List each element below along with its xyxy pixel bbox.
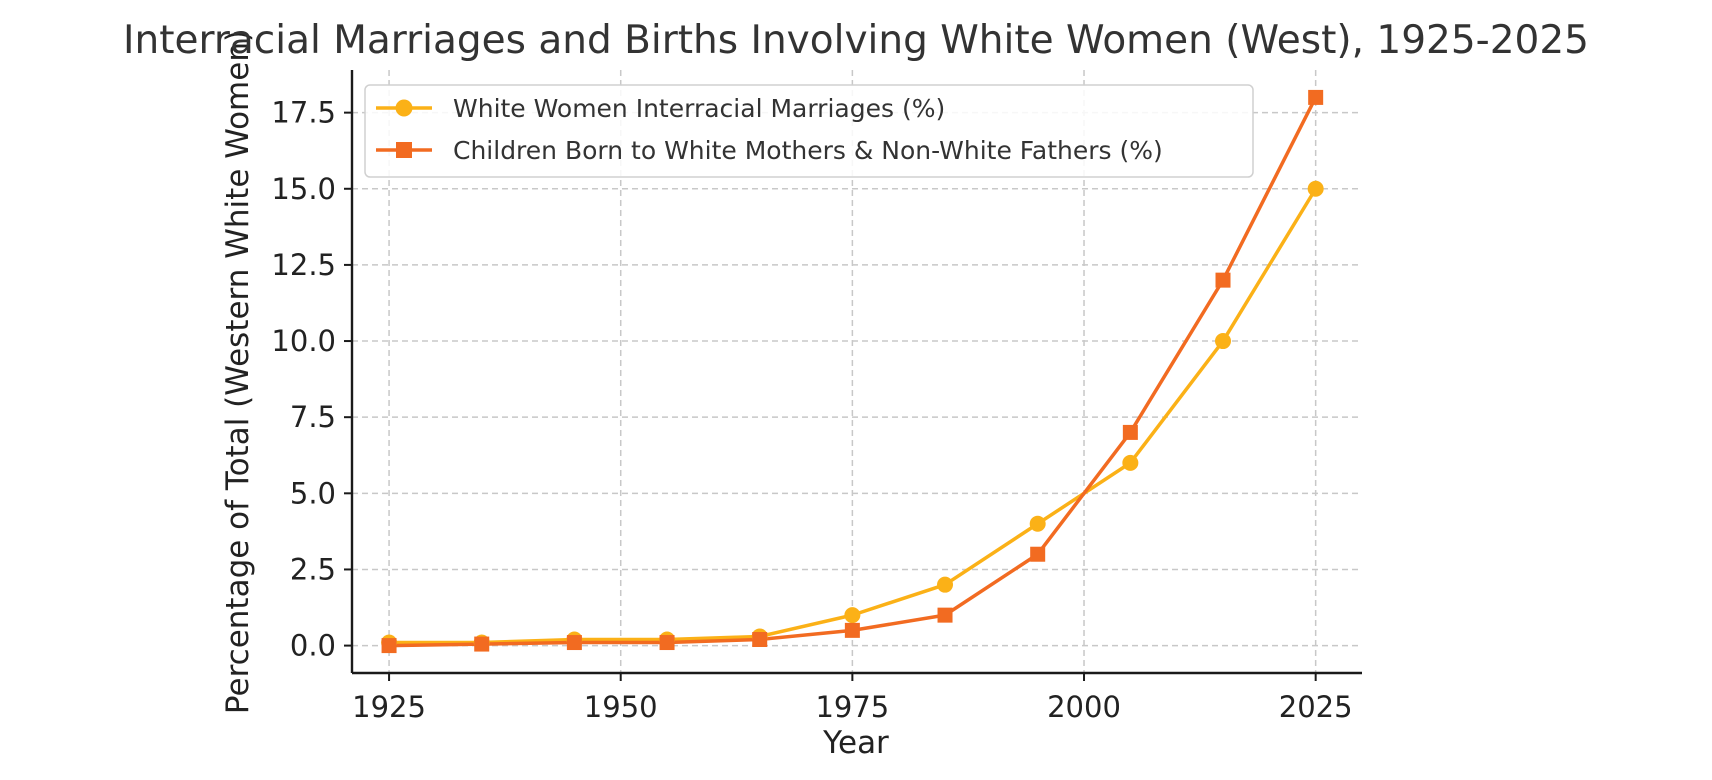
data-point-square [1030, 546, 1046, 562]
data-point-circle [1029, 515, 1046, 532]
x-axis-label: Year [822, 725, 889, 761]
y-tick-label: 5.0 [290, 476, 336, 510]
y-axis-label: Percentage of Total (Western White Women… [220, 30, 256, 714]
y-tick-label: 17.5 [271, 96, 336, 130]
x-tick-label: 2000 [1047, 690, 1121, 724]
x-tick-label: 1950 [584, 690, 658, 724]
y-tick-label: 0.0 [290, 629, 336, 663]
y-tick-label: 15.0 [271, 172, 336, 206]
y-tick-label: 2.5 [290, 552, 336, 586]
data-point-circle [1122, 454, 1139, 471]
data-point-square [1215, 272, 1231, 288]
legend-label-births: Children Born to White Mothers & Non-Whi… [453, 136, 1163, 165]
y-tick-label: 7.5 [290, 400, 336, 434]
data-point-square [844, 622, 860, 638]
legend-frame [364, 84, 1254, 178]
x-tick-label: 2025 [1279, 690, 1353, 724]
y-tick-label: 12.5 [271, 248, 336, 282]
ticks-layer: 1925 1950 1975 2000 2025 0.0 2.5 5.0 7.5 10.0 12.5… [271, 96, 1352, 724]
data-point-square [566, 635, 582, 651]
axes-layer [350, 70, 1362, 675]
data-point-circle [844, 607, 861, 624]
legend-label-marriages: White Women Interracial Marriages (%) [453, 94, 945, 123]
data-point-circle [1215, 333, 1232, 350]
data-point-square [659, 635, 675, 651]
data-point-square [1308, 89, 1324, 105]
x-tick-label: 1925 [352, 690, 426, 724]
x-tick-label: 1975 [815, 690, 889, 724]
data-point-square [937, 607, 953, 623]
data-point-square [752, 632, 768, 647]
series-layer [381, 89, 1324, 654]
data-point-square [381, 638, 397, 654]
data-point-square [474, 636, 490, 652]
legend: White Women Interracial Marriages (%) Ch… [364, 84, 1254, 178]
legend-marker-births [396, 142, 412, 158]
y-tick-label: 10.0 [271, 324, 336, 358]
data-point-square [1122, 424, 1138, 440]
legend-marker-marriages [395, 99, 413, 117]
data-point-circle [1307, 180, 1324, 197]
chart-title: Interracial Marriages and Births Involvi… [123, 18, 1589, 63]
data-point-circle [937, 576, 954, 593]
